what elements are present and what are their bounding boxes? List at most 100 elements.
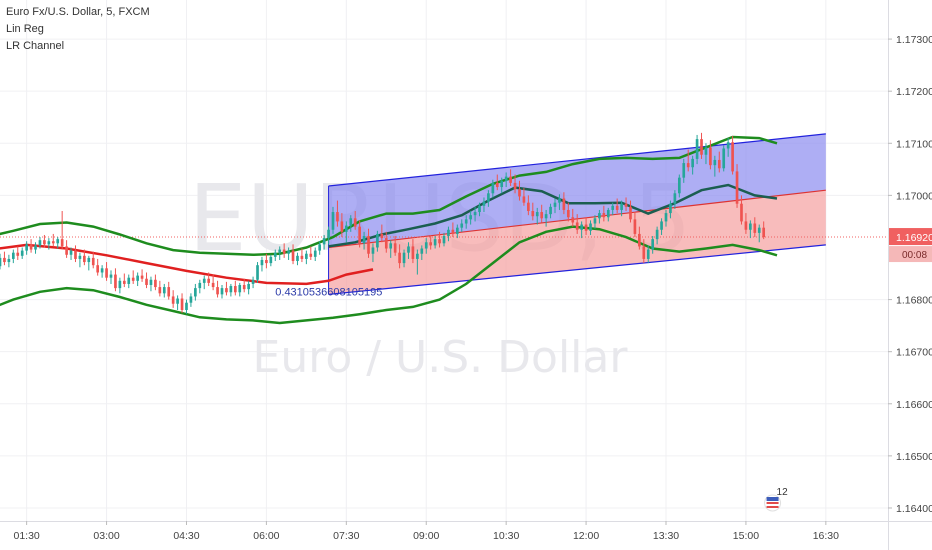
candle[interactable]: [336, 200, 339, 227]
candle[interactable]: [353, 211, 357, 230]
candle[interactable]: [611, 202, 615, 216]
candle[interactable]: [518, 180, 521, 201]
candle[interactable]: [127, 274, 131, 289]
candle[interactable]: [322, 234, 326, 250]
candle[interactable]: [420, 245, 424, 260]
candle[interactable]: [140, 269, 144, 282]
candle[interactable]: [655, 226, 659, 245]
candle[interactable]: [615, 198, 619, 214]
candle[interactable]: [549, 203, 552, 219]
candle[interactable]: [247, 280, 250, 295]
candle[interactable]: [251, 276, 255, 289]
candle[interactable]: [131, 270, 135, 284]
candle[interactable]: [309, 246, 313, 260]
candle[interactable]: [380, 224, 384, 243]
candle[interactable]: [16, 246, 20, 260]
candle[interactable]: [504, 172, 508, 188]
candle[interactable]: [709, 140, 712, 170]
candle[interactable]: [451, 222, 455, 238]
candle[interactable]: [473, 206, 477, 222]
candle[interactable]: [393, 236, 397, 256]
candle[interactable]: [433, 236, 437, 249]
candle[interactable]: [762, 221, 766, 240]
candle[interactable]: [593, 215, 597, 229]
candle[interactable]: [69, 247, 73, 260]
candle[interactable]: [171, 290, 175, 308]
candle[interactable]: [416, 249, 419, 275]
candle[interactable]: [149, 276, 153, 292]
candle[interactable]: [109, 270, 113, 284]
candle[interactable]: [638, 226, 641, 250]
candle[interactable]: [571, 208, 575, 227]
candle[interactable]: [500, 177, 504, 194]
lr-channel-lower-line[interactable]: [328, 244, 826, 295]
lr-channel-upper-line[interactable]: [328, 133, 826, 187]
candle[interactable]: [318, 241, 322, 255]
candle[interactable]: [740, 195, 743, 225]
candle[interactable]: [362, 231, 366, 250]
candle[interactable]: [198, 279, 202, 294]
candle[interactable]: [686, 149, 690, 172]
candle[interactable]: [87, 255, 91, 271]
candle[interactable]: [731, 135, 734, 175]
candle[interactable]: [162, 283, 166, 298]
candle[interactable]: [722, 145, 726, 172]
indicator-linreg[interactable]: Lin Reg: [6, 23, 44, 35]
candle[interactable]: [43, 234, 46, 248]
candle[interactable]: [11, 249, 15, 264]
candle[interactable]: [704, 143, 708, 165]
candle[interactable]: [455, 224, 459, 239]
candle[interactable]: [424, 238, 428, 254]
candle[interactable]: [91, 251, 95, 269]
candle[interactable]: [229, 283, 233, 297]
candle[interactable]: [78, 252, 82, 268]
candle[interactable]: [38, 237, 42, 249]
candle[interactable]: [757, 224, 761, 243]
candle[interactable]: [154, 274, 157, 291]
candle[interactable]: [211, 274, 215, 291]
candle[interactable]: [278, 246, 282, 260]
candle[interactable]: [531, 202, 535, 221]
candle[interactable]: [540, 204, 544, 223]
candle[interactable]: [194, 283, 197, 301]
candle[interactable]: [558, 194, 561, 210]
candle[interactable]: [651, 236, 655, 254]
candle[interactable]: [624, 197, 628, 212]
candle[interactable]: [482, 197, 486, 213]
candle[interactable]: [305, 250, 308, 265]
candle[interactable]: [158, 280, 162, 297]
candle[interactable]: [544, 209, 548, 227]
candle[interactable]: [260, 256, 264, 272]
candle[interactable]: [60, 211, 64, 250]
candle[interactable]: [642, 239, 646, 264]
candle[interactable]: [695, 134, 699, 165]
candle[interactable]: [56, 237, 60, 249]
candle[interactable]: [495, 174, 499, 191]
candle[interactable]: [553, 198, 557, 214]
candle[interactable]: [344, 221, 348, 243]
candle[interactable]: [602, 205, 606, 222]
candle[interactable]: [371, 243, 375, 263]
candle[interactable]: [34, 242, 37, 254]
candle[interactable]: [589, 220, 592, 235]
candle[interactable]: [100, 265, 104, 278]
candle[interactable]: [47, 238, 51, 250]
candle[interactable]: [584, 217, 588, 235]
linreg-line[interactable]: [0, 243, 374, 286]
candle[interactable]: [145, 272, 148, 289]
candle[interactable]: [700, 132, 703, 159]
candle[interactable]: [566, 202, 570, 222]
candle[interactable]: [673, 190, 677, 209]
candle[interactable]: [29, 239, 33, 253]
candle[interactable]: [96, 258, 100, 276]
candle[interactable]: [105, 262, 108, 281]
candle[interactable]: [233, 280, 237, 296]
candle[interactable]: [185, 299, 188, 315]
candle[interactable]: [646, 245, 650, 264]
candle[interactable]: [442, 232, 446, 247]
candle[interactable]: [562, 192, 566, 215]
candle[interactable]: [220, 284, 224, 299]
candle[interactable]: [340, 213, 344, 238]
